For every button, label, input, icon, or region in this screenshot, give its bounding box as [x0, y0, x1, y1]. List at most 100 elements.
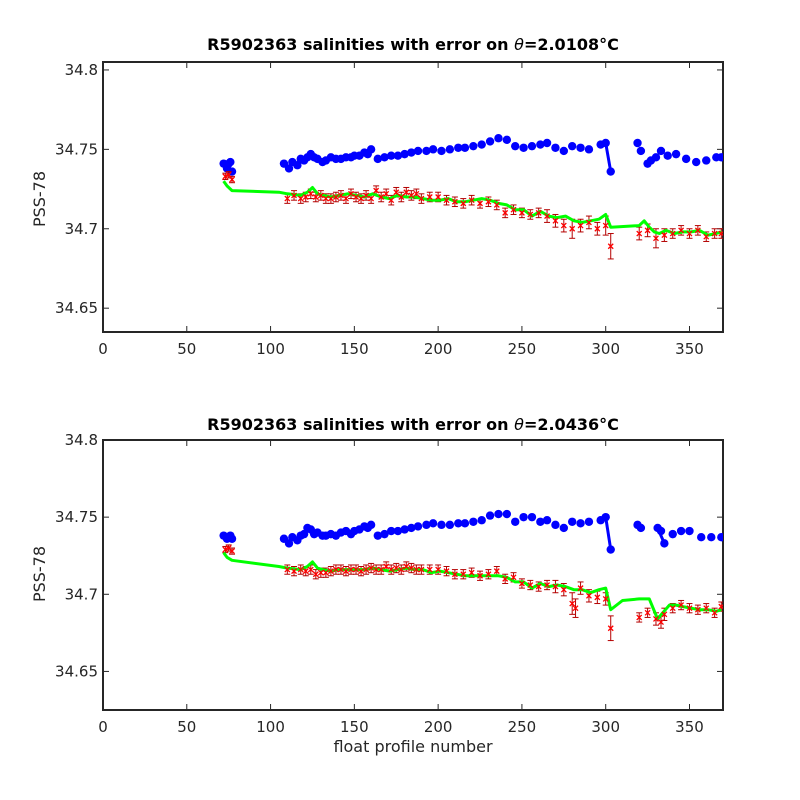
bottom-blue-point [536, 517, 545, 526]
bottom-red-point [312, 571, 319, 578]
bottom-red-point [658, 619, 664, 626]
top-blue-point [551, 143, 560, 152]
bottom-red-point [398, 566, 405, 573]
bottom-red-point [468, 569, 475, 576]
top-red-point [297, 195, 304, 202]
bottom-red-point [317, 569, 324, 576]
top-blue-point [681, 154, 691, 164]
top-blue-point [366, 145, 376, 154]
bottom-xtick-label: 200 [424, 718, 453, 736]
top-ytick-label: 34.7 [65, 220, 98, 238]
bottom-red-point [552, 583, 559, 590]
top-red-point [718, 230, 723, 237]
top-red-point [393, 189, 400, 196]
bottom-red-point [418, 566, 425, 573]
bottom-red-point [544, 582, 551, 588]
top-blue-point [400, 149, 409, 159]
top-red-point [378, 194, 385, 200]
top-blue-point [651, 153, 661, 162]
top-blue-point [422, 146, 431, 156]
bottom-blue-point [542, 516, 552, 525]
top-blue-point [469, 141, 478, 151]
bottom-red-point [644, 609, 651, 616]
top-red-point [373, 187, 380, 194]
bottom-blue-point [551, 520, 560, 530]
top-blue-point [519, 143, 528, 152]
bottom-red-point [363, 566, 370, 573]
bottom-blue-point [606, 545, 615, 554]
bottom-red-point [393, 565, 400, 572]
bottom-blue-point [576, 519, 585, 528]
top-blue-point [454, 143, 463, 152]
bottom-red-point [322, 569, 329, 576]
top-red-point [222, 173, 229, 180]
bottom-red-point [569, 600, 576, 607]
top-red-point [418, 195, 425, 202]
top-red-point [451, 198, 458, 205]
bottom-blue-point [660, 539, 669, 548]
bottom-blue-point [601, 512, 610, 522]
top-blue-point [502, 135, 512, 145]
bottom-blue-point [636, 523, 646, 533]
top-red-point [678, 227, 685, 234]
bottom-red-point [636, 614, 643, 621]
bottom-blue-point [469, 517, 478, 526]
top-blue-point [413, 146, 423, 156]
bottom-red-point [284, 566, 291, 573]
bottom-blue-point [227, 534, 237, 543]
top-blue-point [477, 140, 486, 149]
bottom-blue-point [656, 526, 666, 536]
bottom-xtick-label: 50 [177, 718, 196, 736]
top-xtick-label: 250 [508, 340, 537, 358]
top-red-point [518, 209, 525, 216]
top-blue-point [567, 141, 577, 151]
top-chart-title: R5902363 salinities with error on θ=2.01… [207, 35, 619, 54]
bottom-chart-xlabel: float profile number [333, 737, 493, 756]
bottom-blue-point [685, 526, 694, 536]
bottom-xtick-label: 300 [591, 718, 620, 736]
top-red-point [560, 222, 567, 229]
top-red-point [636, 230, 643, 237]
bottom-red-point [229, 548, 235, 555]
bottom-red-point [383, 563, 390, 570]
bottom-axes-box [102, 439, 724, 711]
top-red-point [661, 232, 668, 239]
top-red-point [403, 189, 410, 196]
bottom-xtick-label: 100 [256, 718, 285, 736]
bottom-ytick-label: 34.7 [65, 585, 98, 603]
top-red-point [225, 171, 232, 178]
top-red-point [510, 206, 517, 213]
bottom-blue-point [559, 523, 569, 533]
top-blue-point [494, 134, 503, 143]
top-ytick-label: 34.8 [65, 61, 98, 79]
bottom-red-point [502, 575, 509, 582]
bottom-red-point [703, 605, 710, 612]
top-red-point [703, 233, 710, 240]
top-red-point [368, 195, 375, 202]
top-chart-plot-area: 0 50 100 150 200 250 300 350 34.65 34.7 34.75 34.8 [55, 61, 724, 358]
top-xtick-label: 200 [424, 340, 453, 358]
bottom-blue-point [717, 533, 723, 542]
top-red-point [552, 217, 559, 224]
top-red-point [544, 213, 551, 220]
bottom-red-point [297, 566, 304, 573]
top-blue-point [373, 154, 383, 164]
top-blue-point [460, 143, 470, 152]
top-red-point [585, 219, 592, 226]
bottom-xtick-label: 350 [675, 718, 704, 736]
top-red-point [408, 192, 415, 199]
top-blue-point [601, 138, 610, 148]
bottom-blue-point [494, 509, 503, 519]
bottom-red-point [348, 566, 354, 573]
bottom-red-point [451, 571, 458, 578]
bottom-blue-point [445, 520, 455, 530]
top-blue-point [663, 151, 672, 160]
top-blue-point [511, 141, 520, 151]
top-blue-point [387, 151, 396, 160]
bottom-red-point [493, 568, 500, 575]
bottom-red-point [577, 585, 584, 592]
bottom-red-point [678, 602, 685, 609]
bottom-blue-point [485, 511, 495, 520]
top-blue-point [407, 148, 416, 157]
